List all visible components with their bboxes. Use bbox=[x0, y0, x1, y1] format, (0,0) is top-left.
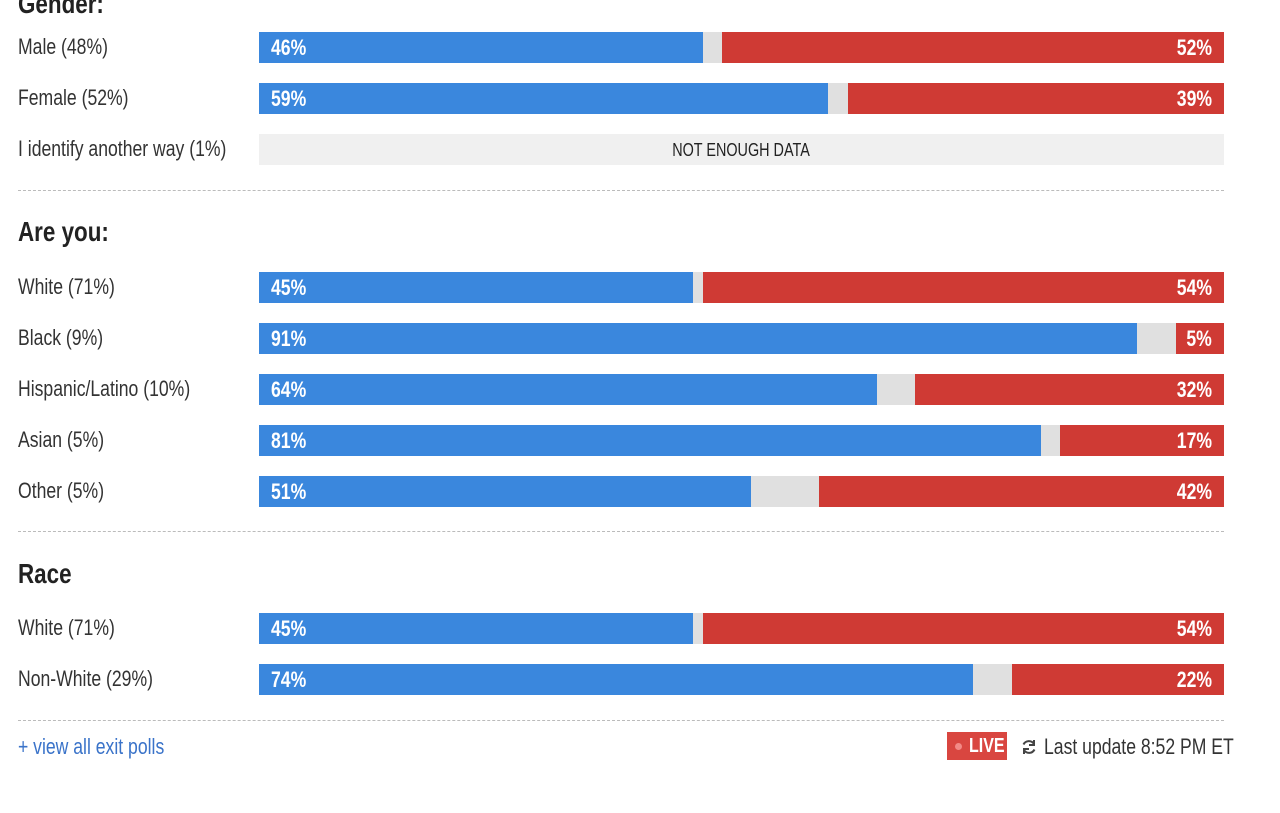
group-heading: Gender: bbox=[18, 0, 104, 19]
bar-republican bbox=[847, 83, 1224, 114]
divider bbox=[18, 190, 1224, 191]
group-heading: Are you: bbox=[18, 216, 109, 247]
value-label-republican: 54% bbox=[1176, 616, 1212, 641]
bar-track: 64% 32% bbox=[259, 374, 1224, 405]
value-label-republican: 39% bbox=[1176, 86, 1212, 111]
bar-republican bbox=[915, 374, 1224, 405]
value-label-republican: 5% bbox=[1186, 326, 1212, 351]
group-heading: Race bbox=[18, 558, 72, 589]
bar-track: 81% 17% bbox=[259, 425, 1224, 456]
value-label-democrat: 74% bbox=[271, 667, 307, 692]
value-label-democrat: 64% bbox=[271, 377, 307, 402]
bar-democrat bbox=[259, 374, 877, 405]
value-label-democrat: 51% bbox=[271, 479, 307, 504]
bar-republican bbox=[702, 272, 1224, 303]
bar-republican bbox=[1059, 425, 1224, 456]
bar-track: 74% 22% bbox=[259, 664, 1224, 695]
value-label-democrat: 81% bbox=[271, 428, 307, 453]
row-label: Non-White (29%) bbox=[18, 666, 153, 691]
value-label-republican: 42% bbox=[1176, 479, 1212, 504]
bar-republican bbox=[1175, 323, 1224, 354]
row-label: White (71%) bbox=[18, 274, 115, 299]
bar-democrat bbox=[259, 476, 752, 507]
row-label: Hispanic/Latino (10%) bbox=[18, 376, 191, 401]
row-label: White (71%) bbox=[18, 615, 115, 640]
bar-track: NOT ENOUGH DATA bbox=[259, 134, 1224, 165]
divider bbox=[18, 531, 1224, 532]
bar-democrat bbox=[259, 664, 974, 695]
row-label: I identify another way (1%) bbox=[18, 136, 227, 161]
value-label-democrat: 91% bbox=[271, 326, 307, 351]
bar-democrat bbox=[259, 83, 829, 114]
not-enough-data: NOT ENOUGH DATA bbox=[672, 140, 811, 160]
row-label: Male (48%) bbox=[18, 34, 108, 59]
bar-republican bbox=[1011, 664, 1224, 695]
row-label: Other (5%) bbox=[18, 478, 105, 503]
bar-democrat bbox=[259, 32, 703, 63]
bar-track: 45% 54% bbox=[259, 272, 1224, 303]
value-label-republican: 32% bbox=[1176, 377, 1212, 402]
value-label-democrat: 46% bbox=[271, 35, 307, 60]
value-label-republican: 52% bbox=[1176, 35, 1212, 60]
value-label-republican: 22% bbox=[1176, 667, 1212, 692]
value-label-democrat: 45% bbox=[271, 275, 307, 300]
value-label-republican: 17% bbox=[1176, 428, 1212, 453]
bar-democrat bbox=[259, 613, 694, 644]
live-badge: LIVE bbox=[947, 732, 1007, 760]
view-all-exit-polls-link[interactable]: + view all exit polls bbox=[18, 734, 165, 759]
value-label-democrat: 45% bbox=[271, 616, 307, 641]
row-label: Female (52%) bbox=[18, 85, 129, 110]
bar-track: 46% 52% bbox=[259, 32, 1224, 63]
value-label-republican: 54% bbox=[1176, 275, 1212, 300]
refresh-icon bbox=[1022, 740, 1036, 754]
row-label: Asian (5%) bbox=[18, 427, 105, 452]
live-dot-icon bbox=[955, 743, 962, 750]
bar-track: 59% 39% bbox=[259, 83, 1224, 114]
bar-democrat bbox=[259, 323, 1138, 354]
bar-republican bbox=[702, 613, 1224, 644]
divider bbox=[18, 720, 1224, 721]
bar-democrat bbox=[259, 425, 1041, 456]
bar-democrat bbox=[259, 272, 694, 303]
bar-track: 51% 42% bbox=[259, 476, 1224, 507]
bar-republican bbox=[818, 476, 1224, 507]
row-label: Black (9%) bbox=[18, 325, 104, 350]
bar-track: 45% 54% bbox=[259, 613, 1224, 644]
value-label-democrat: 59% bbox=[271, 86, 307, 111]
bar-republican bbox=[722, 32, 1224, 63]
bar-track: 91% 5% bbox=[259, 323, 1224, 354]
